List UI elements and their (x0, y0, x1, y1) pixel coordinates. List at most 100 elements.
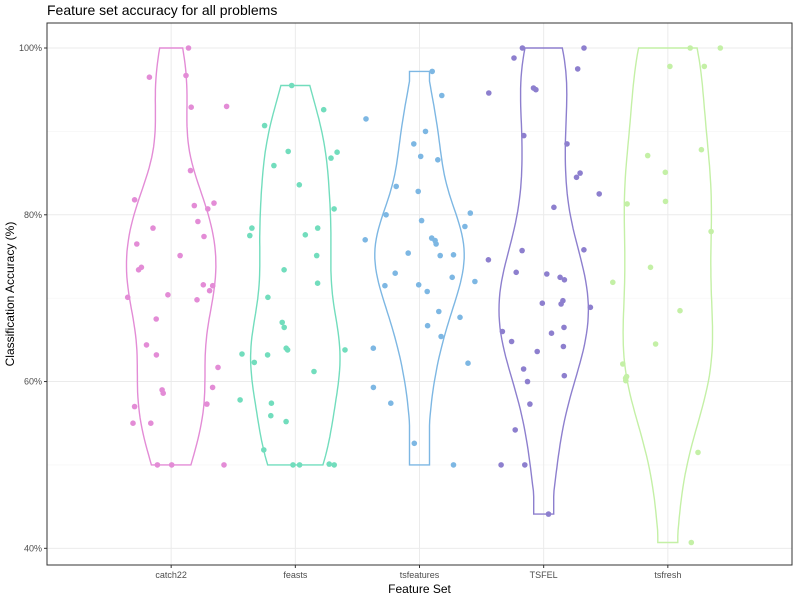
data-point (647, 264, 654, 271)
data-point (168, 462, 175, 468)
x-axis-title: Feature Set (388, 582, 451, 596)
data-point (135, 267, 142, 273)
y-axis: 40% 60% 80% 100% (19, 43, 47, 553)
data-point (561, 277, 568, 283)
data-point (223, 103, 230, 110)
data-point (191, 202, 198, 209)
data-point (283, 418, 289, 425)
data-point (331, 462, 338, 468)
data-point (687, 45, 693, 51)
data-point (124, 294, 131, 301)
data-point (185, 45, 192, 51)
data-point (165, 292, 171, 298)
data-point (533, 86, 539, 93)
data-point (433, 241, 439, 247)
data-point (370, 384, 377, 391)
data-point (708, 228, 714, 235)
data-point (405, 250, 412, 256)
data-point (574, 66, 581, 72)
data-point (150, 225, 156, 231)
data-point (383, 212, 389, 218)
data-point (326, 461, 333, 467)
data-point (539, 300, 546, 307)
data-point (717, 45, 724, 51)
data-point (519, 247, 525, 254)
data-point (146, 74, 153, 80)
x-tick-label: feasts (283, 570, 308, 580)
grid (47, 23, 792, 565)
data-point (281, 324, 288, 331)
data-point (695, 449, 701, 456)
data-point (581, 45, 587, 51)
data-point (545, 511, 552, 517)
data-point (436, 308, 442, 315)
data-point (623, 377, 629, 384)
data-point (334, 149, 340, 155)
chart-title: Feature set accuracy for all problems (47, 2, 278, 18)
data-point (581, 247, 587, 253)
data-point (512, 427, 518, 433)
data-point (221, 462, 227, 468)
data-point (131, 197, 138, 203)
data-point (450, 252, 457, 258)
data-point (177, 252, 183, 259)
data-point (342, 347, 348, 353)
x-tick-label: tsfresh (654, 570, 681, 580)
data-point (247, 232, 253, 239)
data-point (311, 368, 317, 375)
y-tick-label: 80% (24, 210, 42, 220)
data-point (314, 280, 321, 287)
y-tick-label: 60% (24, 377, 42, 387)
data-point (513, 269, 519, 276)
data-point (688, 539, 695, 546)
data-point (362, 237, 369, 243)
data-point (624, 201, 630, 207)
data-point (534, 348, 540, 355)
data-point (251, 359, 258, 366)
data-point (415, 188, 422, 195)
x-tick-label: tsfeatures (400, 570, 440, 580)
data-point (462, 223, 468, 230)
data-point (411, 440, 418, 447)
data-point (206, 287, 213, 294)
data-point (201, 233, 207, 240)
data-point (418, 217, 425, 224)
data-point (472, 278, 478, 285)
data-point (131, 403, 138, 410)
y-tick-label: 100% (19, 43, 42, 53)
data-point (424, 288, 431, 295)
data-point (313, 252, 320, 259)
y-axis-title: Classification Accuracy (%) (3, 222, 17, 367)
data-point (652, 341, 659, 347)
data-point (271, 162, 277, 169)
data-point (450, 462, 457, 468)
data-point (520, 366, 527, 372)
data-point (424, 322, 431, 329)
data-point (363, 116, 369, 122)
data-point (261, 122, 268, 129)
data-point (485, 257, 492, 263)
data-point (331, 206, 337, 212)
data-point (557, 274, 563, 281)
data-point (701, 63, 708, 70)
data-point (143, 342, 150, 348)
data-point (698, 146, 705, 153)
data-point (498, 462, 504, 468)
x-axis: catch22 feasts tsfeatures TSFEL tsfresh (155, 565, 681, 580)
data-point (439, 92, 445, 99)
data-point (187, 167, 194, 174)
data-point (429, 68, 436, 75)
data-point (644, 152, 651, 159)
data-point (261, 447, 267, 453)
data-point (239, 351, 245, 357)
data-point (551, 204, 557, 211)
y-tick-label: 40% (24, 543, 42, 553)
data-point (508, 338, 515, 345)
data-point (388, 400, 394, 407)
data-point (486, 90, 492, 96)
data-point (560, 343, 567, 350)
data-point (467, 210, 474, 216)
data-point (610, 279, 616, 286)
data-point (457, 314, 463, 321)
